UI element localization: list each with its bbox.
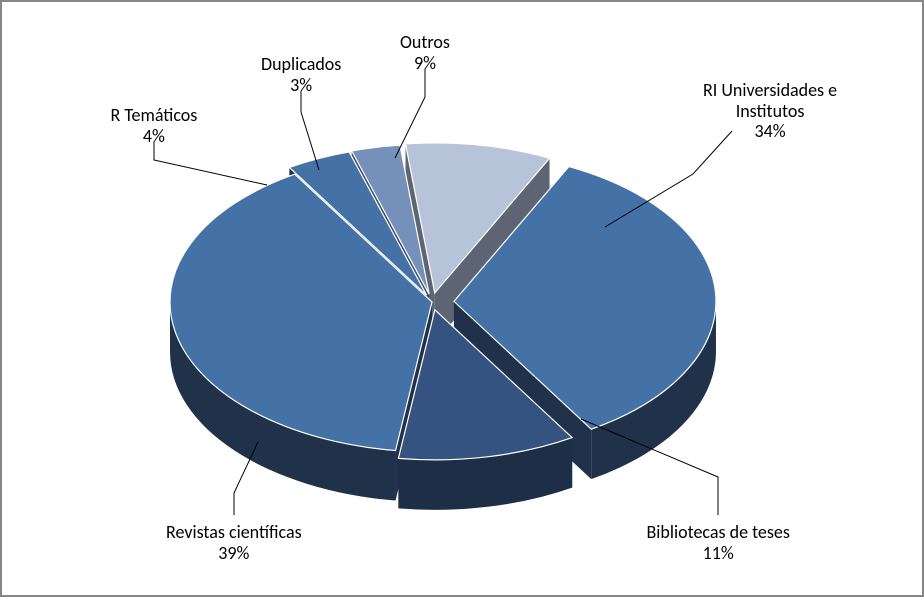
label-percent-r_tematicos: 4% [143, 125, 165, 147]
label-duplicados: Duplicados 3% [261, 54, 341, 95]
label-ri_universidades: RI Universidades e Institutos 34% [703, 80, 837, 142]
label-percent-ri_universidades: 34% [755, 120, 786, 142]
label-revistas_cientificas: Revistas científicas 39% [166, 522, 302, 563]
label-text-bibliotecas_teses: Bibliotecas de teses [647, 521, 790, 543]
leader-r_tematicos [154, 142, 267, 185]
label-text-revistas_cientificas: Revistas científicas [166, 521, 302, 543]
label-percent-revistas_cientificas: 39% [218, 542, 249, 564]
label-text-outros: Outros [400, 31, 450, 53]
label-percent-outros: 9% [414, 52, 436, 74]
chart-frame: RI Universidades e Institutos 34% Bibliot… [0, 0, 924, 597]
leader-duplicados [301, 91, 319, 170]
label-percent-bibliotecas_teses: 11% [703, 542, 734, 564]
label-outros: Outros 9% [400, 32, 450, 73]
label-r_tematicos: R Temáticos 4% [111, 105, 198, 146]
label-text-duplicados: Duplicados [261, 53, 341, 75]
label-text-r_tematicos: R Temáticos [111, 104, 198, 126]
label-percent-duplicados: 3% [290, 74, 312, 96]
label-text-ri_universidades: RI Universidades e Institutos [703, 79, 837, 122]
label-bibliotecas_teses: Bibliotecas de teses 11% [647, 522, 790, 563]
